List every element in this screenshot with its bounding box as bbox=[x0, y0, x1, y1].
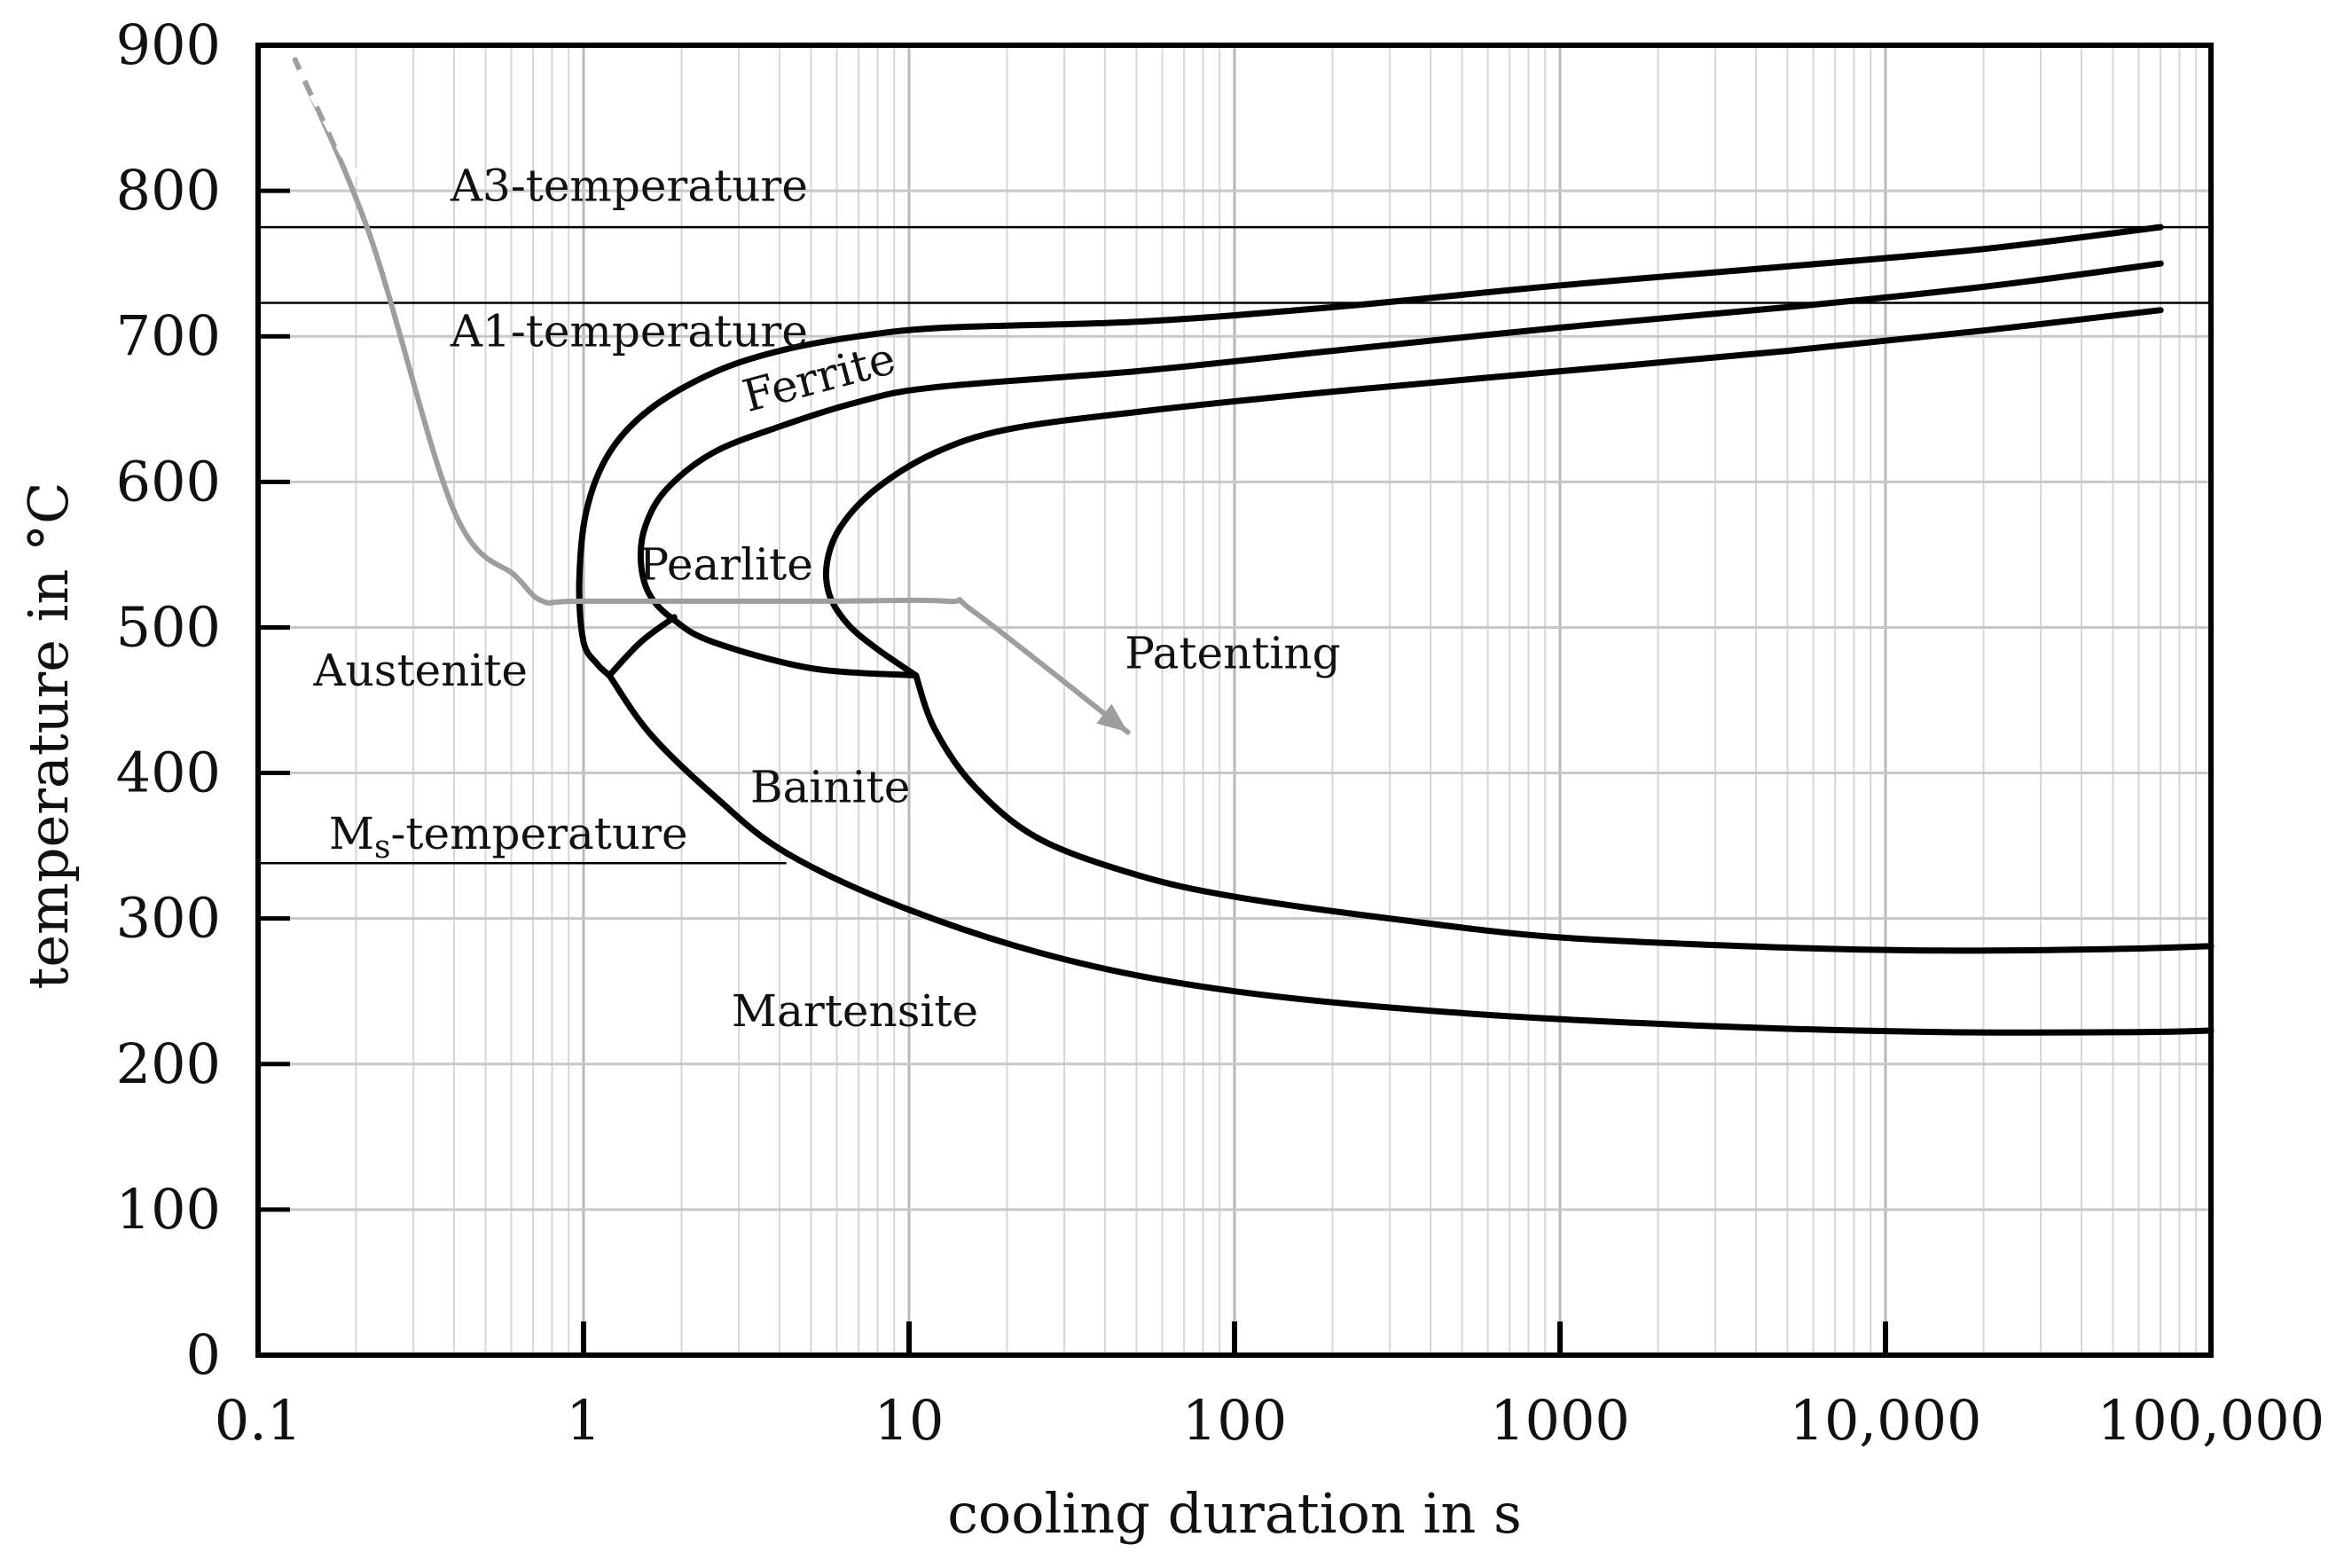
transformation-curves bbox=[576, 223, 2215, 1036]
x-tick-label: 10 bbox=[874, 1388, 945, 1453]
x-axis-title: cooling duration in s bbox=[947, 1481, 1522, 1546]
series-ferrite-start bbox=[576, 223, 2164, 679]
y-axis-title: temperature in °C bbox=[16, 482, 81, 989]
y-tick-label: 300 bbox=[116, 886, 221, 951]
grid bbox=[258, 45, 2211, 1355]
y-tick-label: 900 bbox=[116, 12, 221, 77]
reference-lines bbox=[258, 225, 2211, 865]
label-bainite: Bainite bbox=[750, 761, 910, 812]
x-tick-label: 100 bbox=[1182, 1388, 1287, 1453]
y-tick-label: 800 bbox=[116, 158, 221, 223]
y-tick-label: 400 bbox=[116, 741, 221, 805]
label-a3: A3-temperature bbox=[450, 161, 808, 212]
series-bainite-finish bbox=[913, 672, 2215, 954]
series-pearlite-start bbox=[637, 260, 2164, 679]
label-ms: Ms-temperature bbox=[329, 808, 688, 866]
x-tick-label: 1 bbox=[566, 1388, 600, 1453]
x-tick-label: 0.1 bbox=[215, 1388, 302, 1453]
series-bainite-boundary-upper bbox=[606, 614, 678, 679]
label-austenite: Austenite bbox=[312, 645, 528, 696]
x-tick-label: 1000 bbox=[1490, 1388, 1630, 1453]
y-tick-label: 0 bbox=[186, 1322, 221, 1387]
x-tick-label: 10,000 bbox=[1790, 1388, 1982, 1453]
y-tick-label: 500 bbox=[116, 594, 221, 659]
y-tick-label: 600 bbox=[116, 449, 221, 514]
patenting-arrowhead bbox=[1096, 703, 1128, 733]
region-labels: A3-temperature A1-temperature Ms-temperatu… bbox=[312, 161, 1340, 1038]
label-a1: A1-temperature bbox=[450, 306, 808, 357]
series-pearlite-finish bbox=[822, 307, 2164, 679]
series-patenting-path bbox=[292, 57, 1131, 735]
label-pearlite: Pearlite bbox=[639, 538, 812, 590]
patenting-path-dash-gaps bbox=[291, 58, 360, 179]
cooling-path bbox=[291, 57, 1131, 735]
y-tick-label: 700 bbox=[116, 303, 221, 368]
y-tick-label: 200 bbox=[116, 1031, 221, 1096]
axis-ticks: 0.1 1 10 100 1000 10,000 100,000 0 100 200 300 400 5… bbox=[116, 12, 2325, 1453]
x-tick-label: 100,000 bbox=[2097, 1388, 2324, 1453]
label-martensite: Martensite bbox=[732, 985, 978, 1037]
series-bainite-start bbox=[606, 672, 2215, 1036]
y-tick-label: 100 bbox=[116, 1177, 221, 1242]
label-patenting: Patenting bbox=[1125, 627, 1340, 678]
